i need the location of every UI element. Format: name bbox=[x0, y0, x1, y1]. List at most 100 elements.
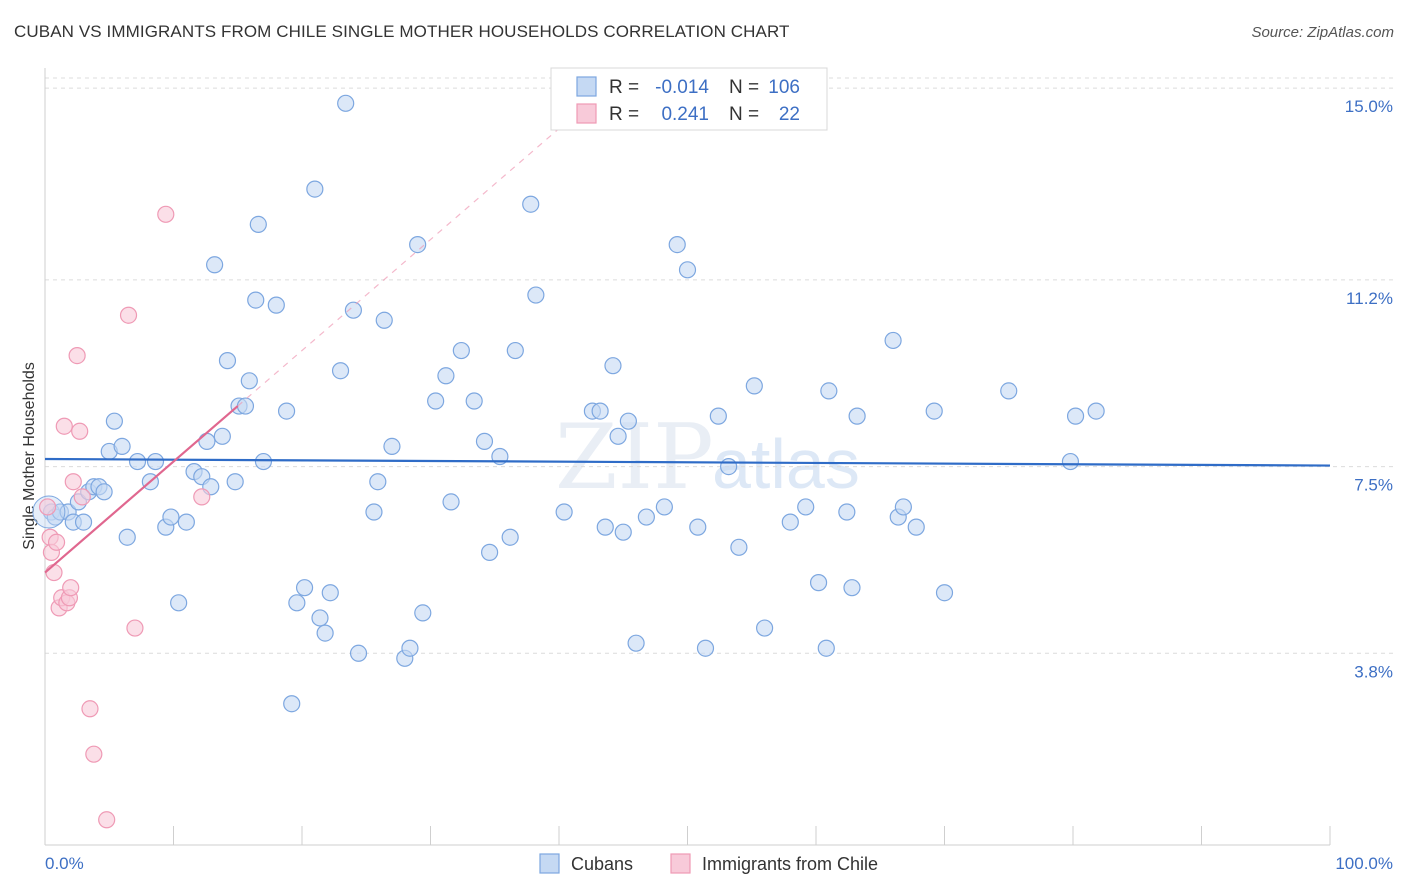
cuban-point bbox=[218, 352, 237, 370]
x-tick-label-max: 100.0% bbox=[1335, 854, 1393, 873]
chile-point bbox=[62, 579, 80, 597]
chile-point bbox=[119, 306, 138, 324]
cuban-point bbox=[452, 341, 470, 360]
x-tick-marks bbox=[44, 826, 1331, 845]
cuban-point bbox=[696, 639, 715, 657]
cuban-point bbox=[365, 503, 383, 521]
cuban-point bbox=[331, 362, 350, 380]
cuban-point bbox=[409, 235, 427, 254]
cuban-point bbox=[226, 473, 244, 491]
cuban-point bbox=[481, 543, 499, 561]
cuban-point bbox=[206, 256, 224, 274]
cuban-point bbox=[1061, 452, 1080, 471]
cuban-point bbox=[730, 538, 748, 556]
trendlines bbox=[44, 128, 1331, 574]
legend-n-label-1: N = bbox=[729, 77, 759, 98]
cuban-point bbox=[689, 518, 707, 536]
source-label: Source: ZipAtlas.com bbox=[1251, 24, 1394, 41]
cuban-point bbox=[267, 296, 285, 314]
cuban-point bbox=[427, 392, 445, 410]
cuban-point bbox=[240, 372, 258, 390]
cuban-point bbox=[894, 498, 912, 516]
legend-r-value-2: 0.241 bbox=[661, 104, 709, 125]
cuban-point bbox=[74, 513, 93, 531]
cuban-point bbox=[506, 341, 524, 360]
cuban-point bbox=[465, 392, 483, 410]
cuban-point bbox=[678, 261, 697, 279]
cuban-point bbox=[236, 397, 255, 415]
chile-point bbox=[85, 745, 103, 763]
cuban-point bbox=[1066, 407, 1085, 425]
cuban-point bbox=[442, 493, 460, 511]
cuban-point bbox=[349, 644, 368, 662]
chile-point bbox=[193, 488, 211, 506]
cuban-point bbox=[321, 584, 339, 602]
cuban-point bbox=[437, 367, 455, 385]
cuban-point bbox=[177, 513, 195, 531]
x-tick-label-min: 0.0% bbox=[45, 854, 84, 873]
cuban-point bbox=[843, 579, 861, 597]
cuban-point bbox=[555, 503, 573, 521]
cuban-point bbox=[720, 457, 738, 476]
cuban-point bbox=[781, 513, 799, 531]
cuban-point bbox=[198, 432, 216, 450]
cuban-point bbox=[105, 412, 123, 430]
cuban-point bbox=[249, 215, 267, 234]
chile-point bbox=[68, 346, 86, 365]
cuban-point bbox=[709, 407, 727, 425]
legend-swatch-cubans bbox=[576, 76, 597, 97]
cuban-point bbox=[884, 331, 902, 350]
cuban-point bbox=[627, 634, 645, 652]
chile-point bbox=[126, 619, 144, 637]
cuban-point bbox=[755, 619, 774, 637]
cuban-point bbox=[604, 357, 622, 375]
cuban-point bbox=[283, 695, 301, 713]
y-axis-label: Single Mother Households bbox=[21, 362, 38, 550]
chile-point bbox=[55, 417, 73, 435]
cuban-point bbox=[344, 301, 362, 319]
cuban-point bbox=[501, 528, 519, 546]
cuban-point bbox=[306, 180, 324, 198]
chart-title: CUBAN VS IMMIGRANTS FROM CHILE SINGLE MO… bbox=[14, 22, 790, 41]
cuban-point bbox=[596, 518, 614, 536]
cuban-point bbox=[809, 574, 828, 592]
chile-point bbox=[81, 700, 99, 718]
cuban-point bbox=[254, 452, 273, 471]
y-tick-label: 11.2% bbox=[1346, 289, 1393, 308]
cuban-point bbox=[668, 235, 686, 254]
y-tick-label: 15.0% bbox=[1345, 97, 1393, 116]
series-chile bbox=[38, 205, 211, 829]
cuban-point bbox=[277, 402, 296, 420]
legend-r-label-2: R = bbox=[609, 104, 639, 125]
cuban-point bbox=[848, 407, 866, 425]
cuban-point bbox=[247, 291, 265, 309]
bottom-legend-chile: Immigrants from Chile bbox=[702, 854, 878, 874]
cuban-point bbox=[1000, 382, 1018, 400]
cuban-point bbox=[655, 498, 673, 516]
bottom-legend-swatch-cubans bbox=[539, 853, 560, 874]
chile-point bbox=[64, 473, 82, 491]
cuban-point bbox=[288, 594, 306, 612]
cuban-point bbox=[614, 523, 632, 541]
cuban-point bbox=[401, 639, 419, 657]
cuban-point bbox=[311, 609, 329, 627]
series-cubans bbox=[32, 94, 1105, 713]
cuban-point bbox=[817, 639, 835, 657]
legend-n-value-1: 106 bbox=[768, 77, 800, 98]
cuban-point bbox=[375, 311, 393, 329]
cuban-point bbox=[637, 508, 655, 526]
cuban-point bbox=[1087, 402, 1105, 420]
cuban-point bbox=[162, 508, 180, 526]
cuban-point bbox=[95, 483, 113, 501]
cuban-point bbox=[146, 452, 165, 471]
legend-swatch-chile bbox=[576, 103, 597, 124]
cuban-point bbox=[414, 604, 432, 622]
chile-point bbox=[38, 498, 57, 516]
cuban-point bbox=[820, 382, 838, 400]
cuban-point bbox=[213, 427, 231, 445]
cuban-point bbox=[369, 473, 387, 491]
cuban-point bbox=[935, 584, 954, 602]
cuban-point bbox=[316, 624, 334, 642]
chile-point bbox=[71, 422, 89, 440]
